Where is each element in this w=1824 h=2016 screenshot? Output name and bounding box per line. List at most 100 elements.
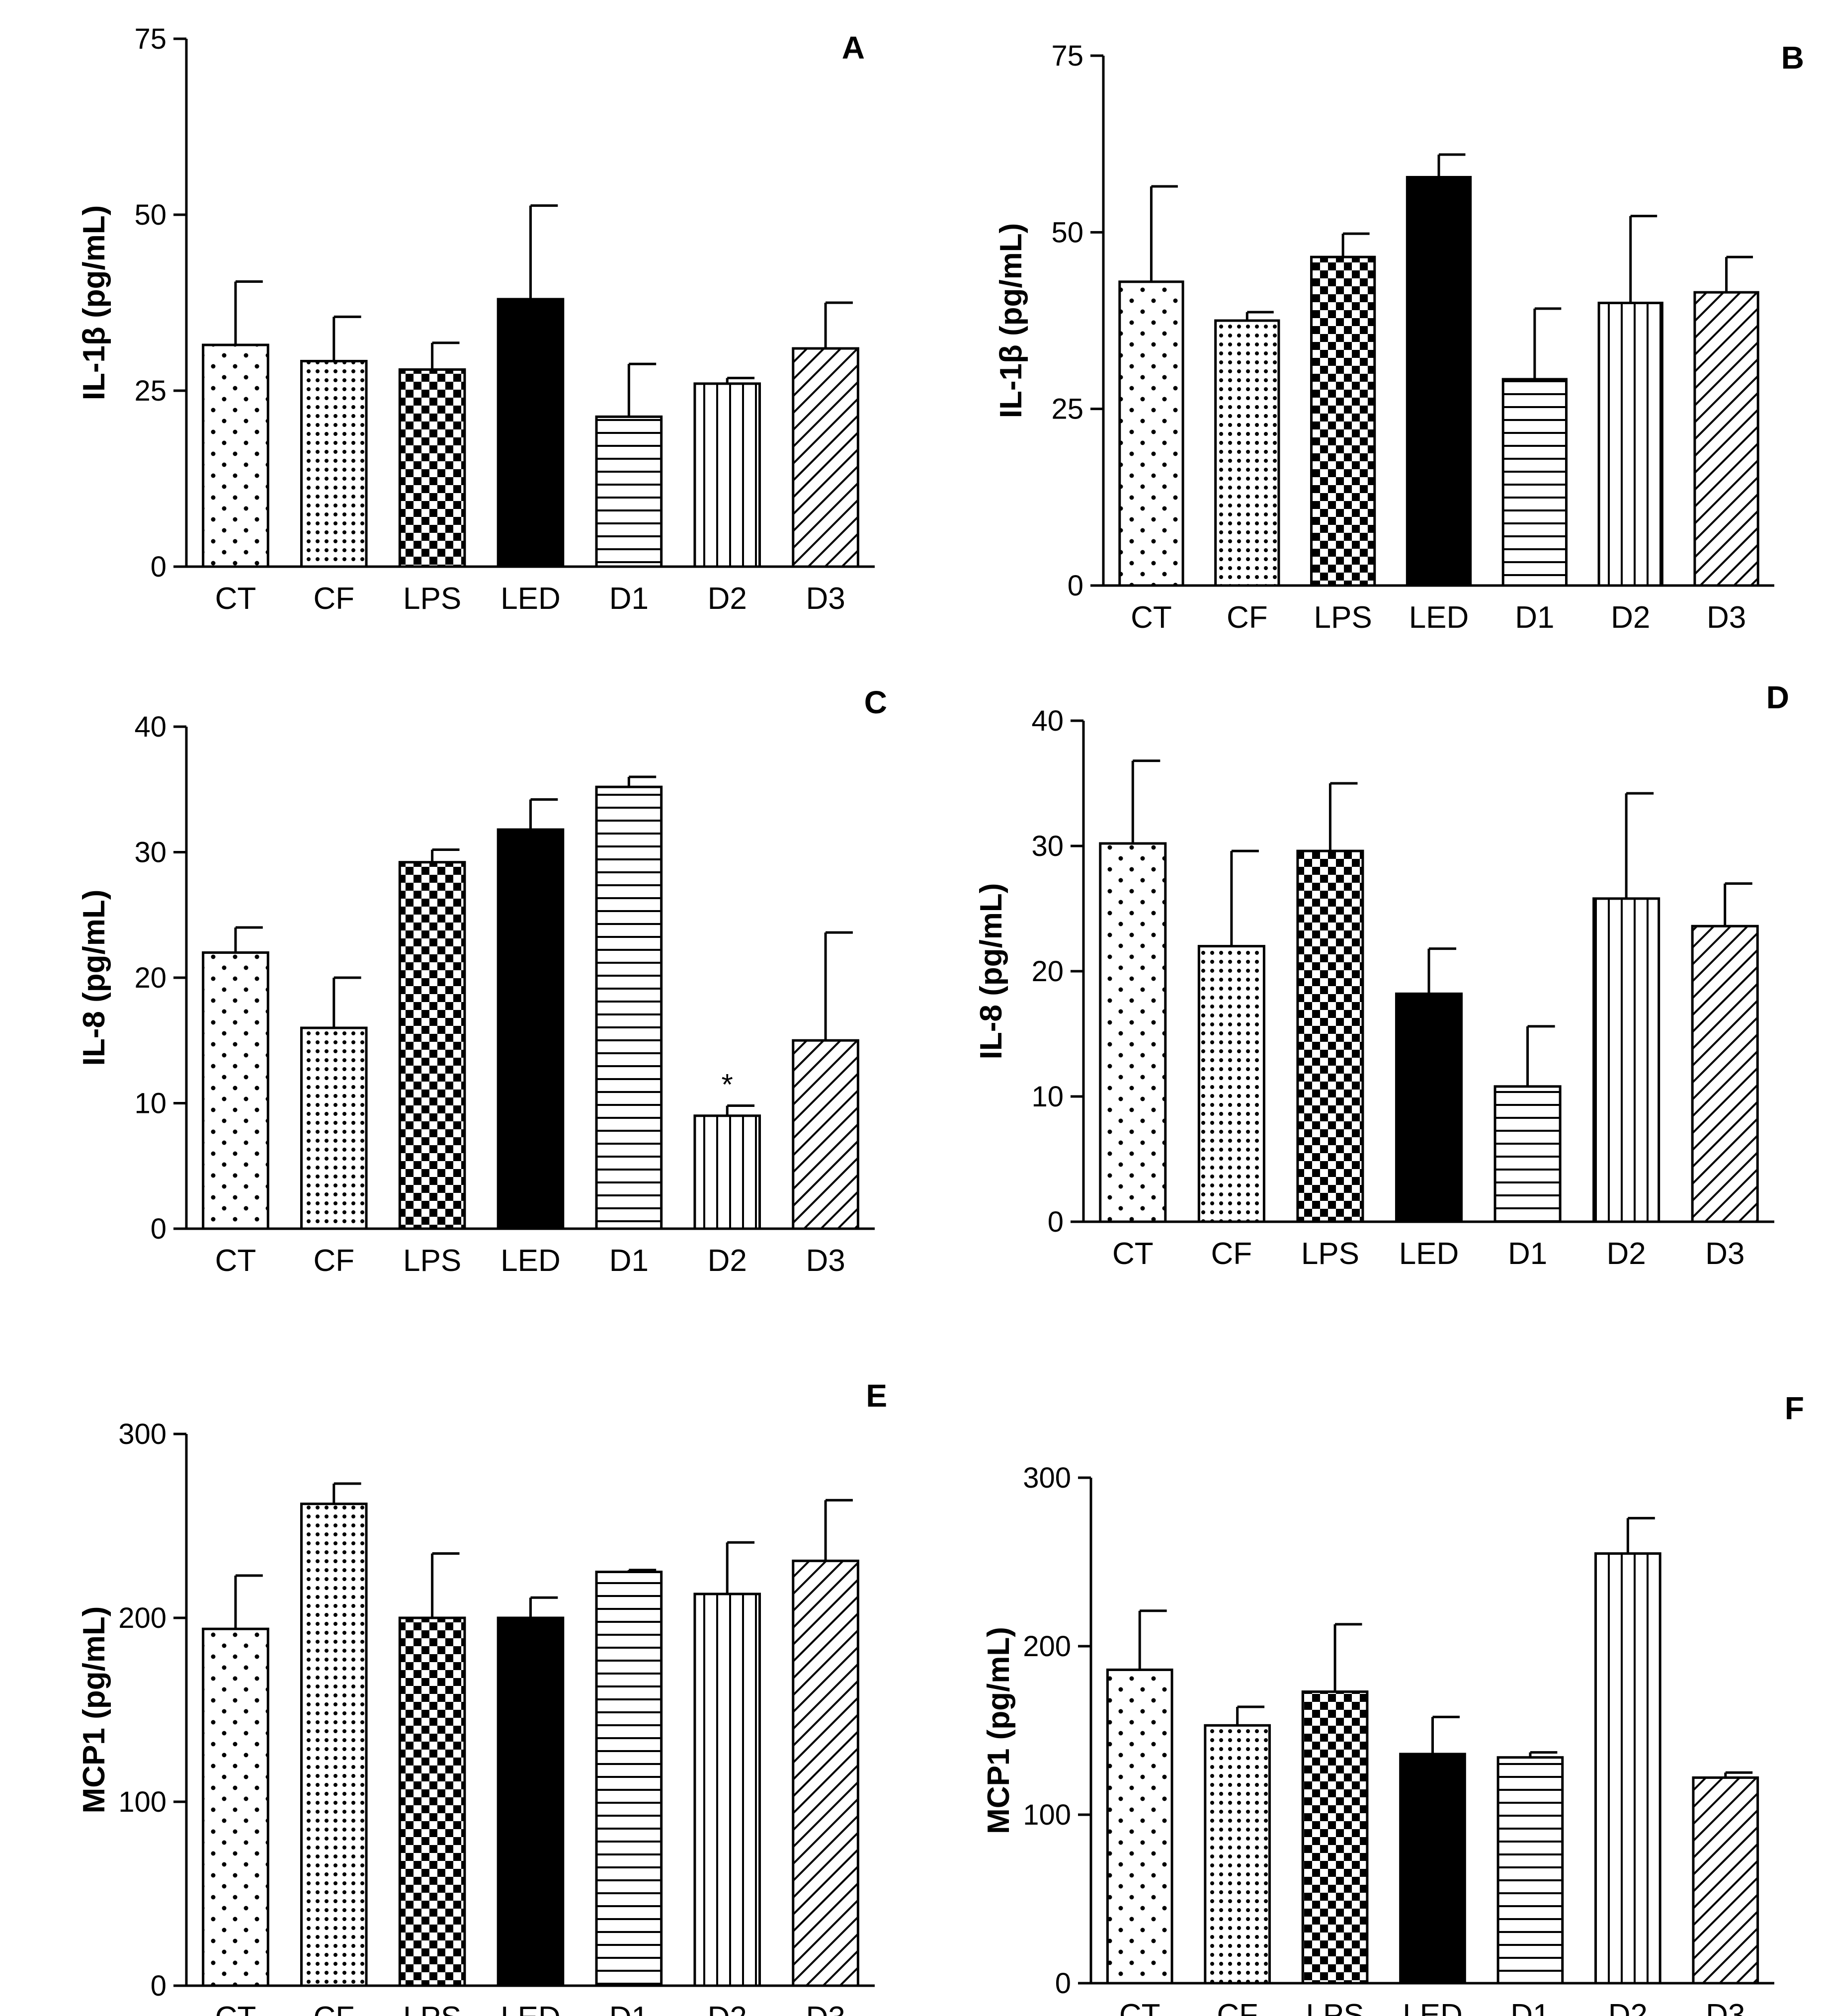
x-tick-label: D3: [1707, 600, 1746, 635]
x-tick-label: D3: [806, 1244, 845, 1278]
y-tick-label: 100: [1023, 1799, 1071, 1831]
bar-ct: [202, 343, 269, 568]
y-tick-label: 100: [118, 1786, 166, 1818]
bar-lps: [398, 368, 466, 568]
x-tick-label: LPS: [403, 2001, 461, 2016]
y-tick-label: 0: [1048, 1206, 1064, 1238]
y-axis-label: IL-8 (pg/mL): [77, 890, 111, 1066]
y-axis-label: MCP1 (pg/mL): [77, 1606, 111, 1814]
y-tick-label: 10: [1031, 1081, 1064, 1113]
bar-d2: [693, 382, 761, 568]
x-tick-label: LPS: [1306, 1998, 1364, 2016]
bar-led: [497, 828, 565, 1230]
y-tick-label: 25: [1051, 393, 1083, 425]
chart-panel-b: 0 25 50 75 CT CF LPS LED D1 D2 D3 IL-1β (pg/mL) B: [994, 40, 1804, 635]
bar-led: [497, 298, 565, 568]
bar-cf: [300, 1503, 368, 1987]
x-tick-label: D2: [708, 582, 747, 616]
bar-led: [497, 1616, 565, 1987]
bar-d2: [1594, 1552, 1661, 1985]
bar-lps: [1296, 849, 1364, 1223]
y-tick-label: 20: [134, 962, 166, 994]
panel-letter: A: [842, 30, 865, 66]
chart-panel-f: 0 100 200 300 CT CF LPS LED D1 D2 D3 MCP1 (pg/mL) F: [982, 1390, 1804, 2016]
y-tick-label: 0: [151, 1213, 166, 1245]
bar-ct: [202, 1627, 269, 1987]
x-tick-label: LPS: [403, 1244, 461, 1278]
y-tick-label: 300: [1023, 1462, 1071, 1494]
x-tick-label: D2: [1608, 1998, 1648, 2016]
bar-d3: [792, 1039, 859, 1230]
x-tick-label: D2: [1611, 600, 1650, 635]
x-tick-label: D2: [1607, 1237, 1646, 1271]
bar-ct: [1106, 1668, 1173, 1985]
bar-led: [1406, 175, 1472, 587]
x-tick-label: LED: [1409, 600, 1469, 635]
bar-cf: [1214, 319, 1280, 587]
x-tick-label: LPS: [1314, 600, 1372, 635]
bar-d1: [595, 1571, 663, 1987]
bar-cf: [300, 1026, 368, 1230]
x-tick-label: D3: [1705, 1237, 1744, 1271]
x-tick-label: CT: [1112, 1237, 1154, 1271]
bar-d3: [792, 1559, 859, 1987]
x-tick-label: CF: [1211, 1237, 1252, 1271]
bar-led: [1395, 992, 1463, 1223]
y-tick-label: 200: [118, 1602, 166, 1634]
bar-d1: [1501, 378, 1568, 587]
bar-d1: [1496, 1756, 1564, 1985]
y-tick-label: 200: [1023, 1630, 1071, 1663]
x-tick-label: LED: [1403, 1998, 1463, 2016]
chart-panel-d: 0 10 20 30 40 CT CF LPS LED D1 D2 D3 IL-8 (pg/mL) D: [974, 679, 1789, 1271]
bar-lps: [398, 861, 466, 1230]
x-tick-label: CT: [1119, 1998, 1161, 2016]
y-tick-label: 0: [1068, 570, 1083, 602]
x-tick-label: D1: [609, 1244, 649, 1278]
panel-letter: D: [1766, 679, 1789, 715]
bar-ct: [1099, 842, 1167, 1223]
y-tick-label: 25: [134, 375, 166, 407]
bar-lps: [1301, 1690, 1369, 1985]
bar-d3: [1691, 924, 1759, 1223]
x-tick-label: D1: [609, 582, 649, 616]
bar-lps: [398, 1616, 466, 1987]
x-tick-label: D1: [1510, 1998, 1550, 2016]
x-tick-label: LED: [500, 1244, 561, 1278]
significance-marker: *: [722, 1068, 733, 1101]
x-tick-label: CF: [1227, 600, 1268, 635]
bar-d2: [1597, 301, 1663, 587]
x-tick-label: CT: [215, 2001, 256, 2016]
bar-d3: [1692, 1776, 1759, 1985]
y-tick-label: 75: [134, 23, 166, 55]
x-tick-label: CT: [1131, 600, 1172, 635]
x-tick-label: LPS: [1301, 1237, 1359, 1271]
chart-panel-e: 0 100 200 300 CT CF LPS LED D1 D2 D3 MCP1 (pg/mL) E: [77, 1378, 887, 2016]
y-axis-label: MCP1 (pg/mL): [982, 1627, 1016, 1834]
x-tick-label: LED: [500, 2001, 561, 2016]
panel-letter: E: [866, 1378, 887, 1414]
panel-letter: B: [1781, 40, 1804, 76]
x-tick-label: LED: [500, 582, 561, 616]
y-tick-label: 0: [151, 551, 166, 583]
y-tick-label: 300: [118, 1418, 166, 1450]
y-tick-label: 50: [134, 199, 166, 231]
x-tick-label: CF: [313, 1244, 354, 1278]
x-tick-label: CT: [215, 1244, 256, 1278]
bar-ct: [202, 951, 269, 1230]
x-tick-label: CT: [215, 582, 256, 616]
bar-led: [1399, 1753, 1466, 1985]
x-tick-label: D1: [1515, 600, 1554, 635]
y-tick-label: 20: [1031, 955, 1064, 988]
x-tick-label: CF: [313, 2001, 354, 2016]
chart-panel-c: 0 10 20 30 40 CT CF LPS LED D1 D2 D3 * IL-8 (pg/mL) C: [77, 684, 887, 1278]
x-tick-label: CF: [1217, 1998, 1258, 2016]
bar-ct: [1118, 280, 1184, 587]
bar-d1: [595, 415, 663, 568]
x-tick-label: D2: [708, 1244, 747, 1278]
y-tick-label: 10: [134, 1088, 166, 1120]
bar-d3: [1693, 291, 1759, 587]
bar-cf: [1197, 945, 1265, 1223]
panel-letter: C: [864, 684, 887, 720]
y-tick-label: 30: [134, 837, 166, 869]
